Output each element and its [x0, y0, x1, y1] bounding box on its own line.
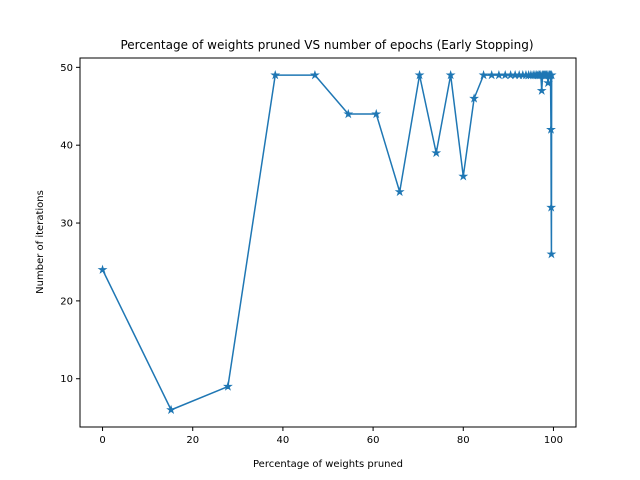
data-point	[469, 93, 480, 103]
x-tick-label: 60	[367, 435, 380, 446]
data-point	[166, 404, 177, 415]
data-point	[371, 108, 382, 119]
data-point	[414, 69, 425, 80]
plot-frame	[79, 57, 577, 428]
x-tick-label: 100	[544, 435, 563, 446]
data-point	[394, 186, 405, 197]
data-point	[536, 85, 547, 95]
y-tick-label: 50	[60, 63, 73, 74]
axis-ticks: 0 20 40 60 80 100 10 20 30 40 50	[60, 63, 563, 446]
plot-content	[97, 69, 557, 415]
data-point	[546, 69, 557, 80]
data-point	[546, 248, 557, 259]
data-point	[343, 108, 354, 119]
data-point	[478, 69, 489, 80]
data-point	[458, 171, 469, 181]
x-tick-label: 20	[186, 435, 199, 446]
x-tick-label: 80	[457, 435, 470, 446]
data-point	[97, 264, 108, 274]
data-point	[445, 69, 456, 80]
y-tick-label: 20	[60, 296, 73, 307]
data-point	[309, 69, 320, 80]
y-axis-title: Number of iterations	[35, 190, 46, 294]
x-tick-label: 40	[277, 435, 290, 446]
y-tick-label: 40	[60, 141, 73, 152]
data-point	[431, 147, 442, 158]
x-axis-title: Percentage of weights pruned	[253, 459, 403, 470]
y-tick-label: 10	[60, 374, 73, 385]
y-tick-label: 30	[60, 219, 73, 230]
data-point	[546, 202, 557, 212]
data-point	[543, 77, 553, 88]
data-point	[222, 381, 233, 391]
chart-title: Percentage of weights pruned VS number o…	[120, 38, 533, 52]
x-tick-label: 0	[99, 435, 105, 446]
data-point	[270, 69, 281, 80]
data-point	[546, 124, 556, 134]
